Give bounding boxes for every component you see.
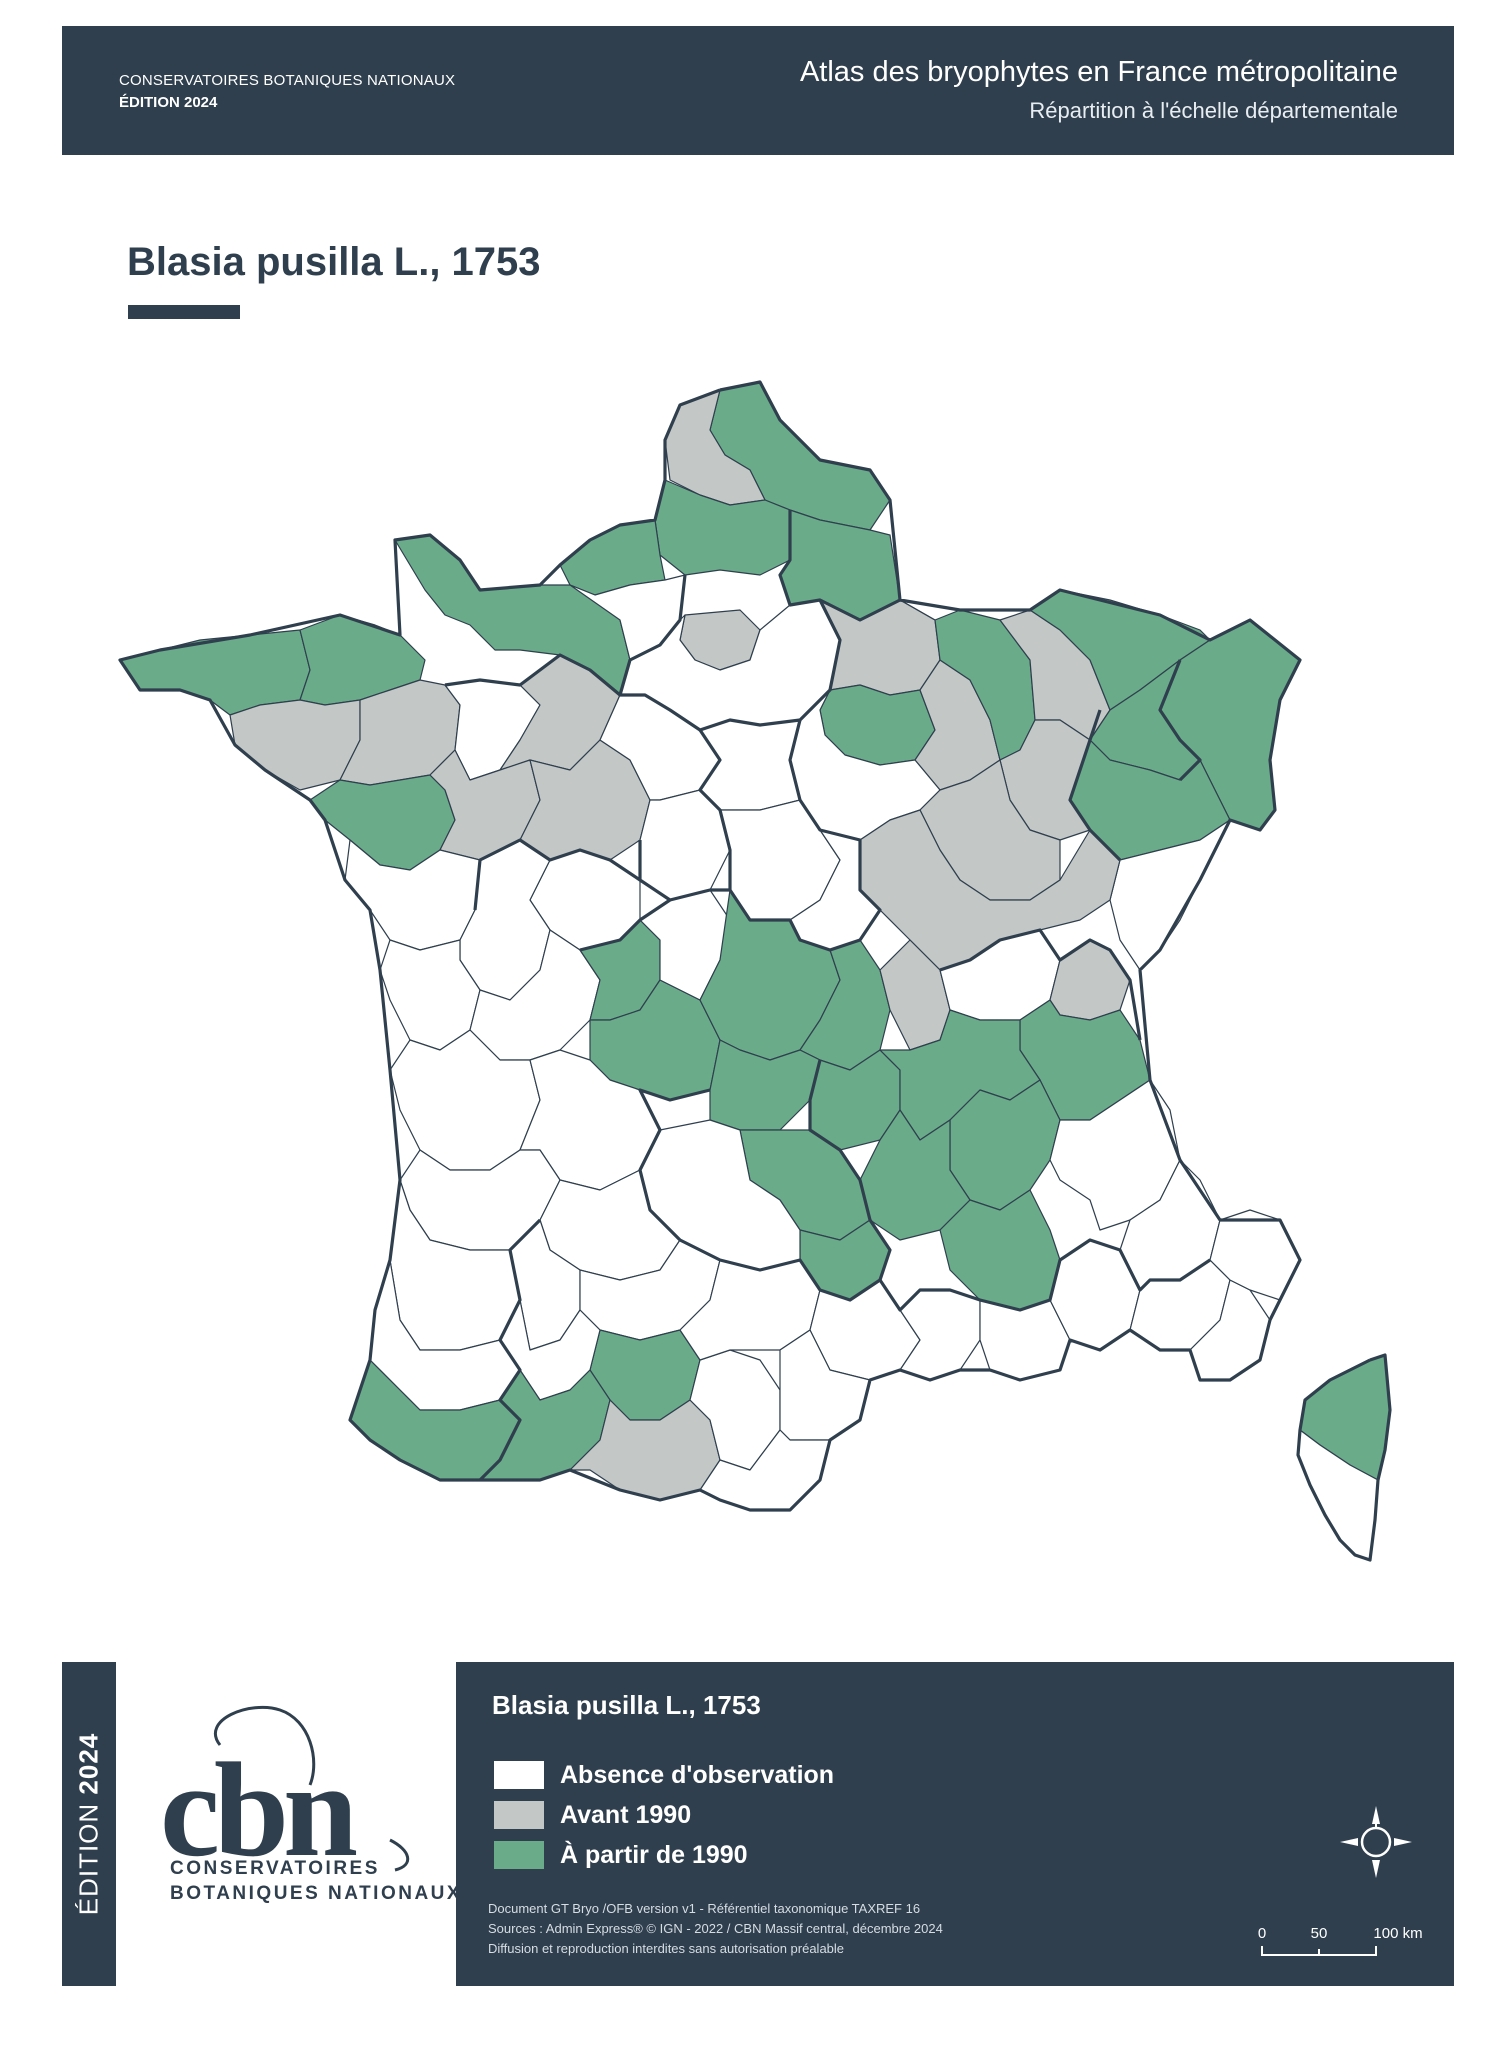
cbn-logo-mark: cbn bbox=[160, 1736, 357, 1885]
species-title: Blasia pusilla L., 1753 bbox=[127, 240, 541, 284]
dept-region bbox=[519, 739, 651, 861]
region-borders bbox=[118, 380, 1392, 1562]
credit-line: Sources : Admin Express® © IGN - 2022 / … bbox=[488, 1921, 943, 1936]
legend-panel: Blasia pusilla L., 1753 Absence d'observ… bbox=[456, 1662, 1454, 1986]
cbn-logo: cbn bbox=[160, 1705, 409, 1885]
scale-label-50: 50 bbox=[1311, 1925, 1328, 1942]
edition-year: 2024 bbox=[73, 1732, 104, 1795]
legend-swatch-since-1990 bbox=[494, 1841, 544, 1869]
credit-line: Document GT Bryo /OFB version v1 - Référ… bbox=[488, 1901, 921, 1916]
title-underline bbox=[128, 305, 240, 319]
legend-label-since-1990: À partir de 1990 bbox=[560, 1840, 748, 1869]
edition-prefix: ÉDITION bbox=[73, 1802, 104, 1916]
logo-text-line1: CONSERVATOIRES bbox=[170, 1858, 380, 1879]
logo-text-line2: BOTANIQUES NATIONAUX bbox=[170, 1883, 463, 1904]
scale-bar: 0 50 100 km bbox=[1258, 1925, 1423, 1956]
legend-swatch-absence bbox=[494, 1761, 544, 1789]
legend-title: Blasia pusilla L., 1753 bbox=[492, 1690, 761, 1720]
header-org: CONSERVATOIRES BOTANIQUES NATIONAUX bbox=[119, 72, 456, 89]
scale-label-0: 0 bbox=[1258, 1925, 1266, 1942]
france-distribution-map bbox=[118, 380, 1392, 1562]
edition-side-band: ÉDITION 2024 bbox=[62, 1662, 116, 1986]
legend-item-before-1990: Avant 1990 bbox=[494, 1800, 691, 1830]
credit-line: Diffusion et reproduction interdites san… bbox=[488, 1941, 845, 1956]
legend-swatch-before-1990 bbox=[494, 1801, 544, 1829]
legend-item-since-1990: À partir de 1990 bbox=[494, 1840, 748, 1870]
scale-label-100: 100 km bbox=[1373, 1925, 1422, 1942]
dept-region bbox=[1049, 939, 1131, 1021]
header-banner: CONSERVATOIRES BOTANIQUES NATIONAUX ÉDIT… bbox=[62, 26, 1454, 155]
credits: Document GT Bryo /OFB version v1 - Référ… bbox=[488, 1899, 943, 1959]
legend-item-absence: Absence d'observation bbox=[494, 1760, 834, 1790]
legend-label-before-1990: Avant 1990 bbox=[560, 1800, 692, 1829]
compass-rose-icon bbox=[1340, 1806, 1412, 1878]
legend-label-absence: Absence d'observation bbox=[560, 1760, 835, 1789]
dept-region bbox=[1109, 819, 1231, 971]
header-edition: ÉDITION 2024 bbox=[119, 94, 218, 111]
atlas-title: Atlas des bryophytes en France métropoli… bbox=[799, 56, 1398, 88]
dept-region bbox=[229, 699, 361, 791]
atlas-subtitle: Répartition à l'échelle départementale bbox=[1029, 98, 1398, 123]
edition-vertical-label: ÉDITION 2024 bbox=[74, 1733, 105, 1916]
